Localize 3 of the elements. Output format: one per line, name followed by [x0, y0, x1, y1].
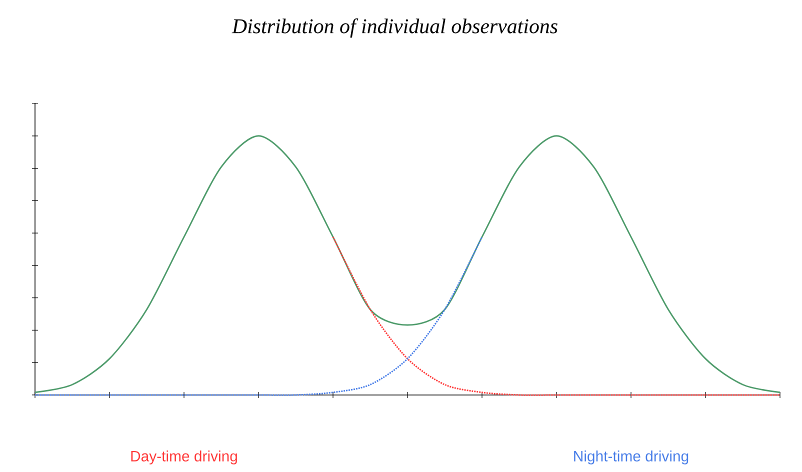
text: Day-time driving: [131, 450, 237, 464]
text: Night-time driving: [574, 450, 688, 464]
chart-title: Distribution of individual observations: [232, 18, 558, 38]
